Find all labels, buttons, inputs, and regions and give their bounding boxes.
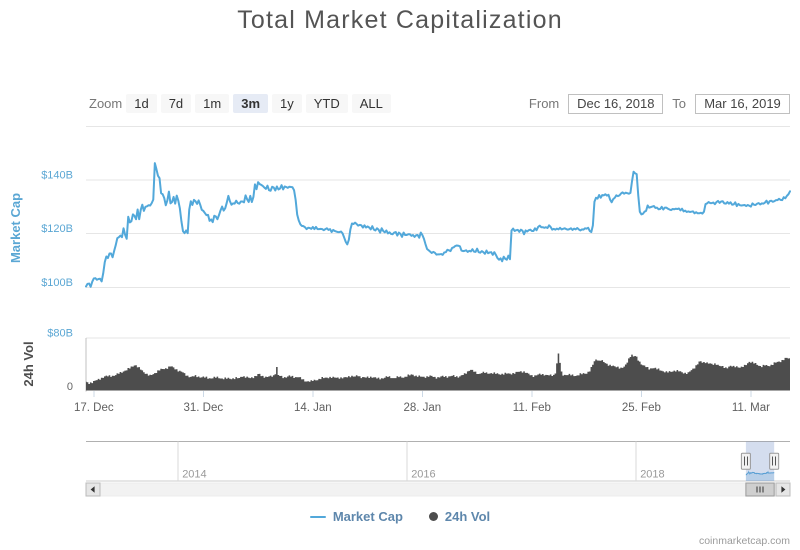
scrollbar-left-button[interactable] — [85, 482, 101, 497]
to-date-input[interactable] — [695, 93, 790, 114]
market-cap-axis-title: Market Cap — [8, 193, 23, 263]
zoom-button-1d[interactable]: 1d — [126, 94, 157, 113]
navigator-right-handle-box[interactable] — [769, 452, 780, 470]
volume-axis-title: 24h Vol — [21, 341, 36, 386]
navigator-year-label-2014: 2014 — [182, 469, 206, 481]
y-axis-label-100: $100B — [41, 277, 73, 289]
scrollbar-track[interactable] — [85, 482, 791, 497]
x-axis-label-28. Jan: 28. Jan — [403, 402, 441, 414]
gridlines — [85, 125, 790, 392]
x-axis-label-11. Feb: 11. Feb — [513, 402, 551, 414]
navigator-right-handle[interactable] — [769, 452, 780, 470]
from-date-input[interactable] — [568, 93, 664, 114]
scrollbar-right-button[interactable] — [775, 482, 791, 497]
x-axis-label-14. Jan: 14. Jan — [294, 402, 332, 414]
legend-label-market-cap: Market Cap — [332, 509, 403, 524]
navigator-left-handle[interactable] — [740, 452, 751, 470]
series — [85, 162, 791, 391]
x-axis-label-11. Mar: 11. Mar — [732, 402, 770, 414]
page-title: Total Market Capitalization — [237, 6, 563, 34]
navigator-year-label-2016: 2016 — [411, 469, 435, 481]
axis-labels: $100B $120B $140B 0 $80B 17. Dec 31. Dec 14. Ja… — [8, 170, 770, 414]
volume-y-axis-label-80: $80B — [47, 328, 73, 340]
zoom-label: Zoom — [89, 96, 123, 111]
volume-y-axis-label-0: 0 — [67, 381, 73, 393]
navigator-series-line — [745, 470, 775, 476]
zoom-button-ytd[interactable]: YTD — [305, 94, 348, 113]
market-cap-series — [85, 162, 791, 288]
market-cap-line-marker-icon — [309, 515, 326, 518]
legend-item-24h-vol[interactable]: 24h Vol — [428, 509, 491, 524]
navigator-left-handle-box[interactable] — [740, 452, 751, 470]
from-label: From — [528, 96, 560, 111]
navigator-year-label-2018: 2018 — [640, 469, 664, 481]
y-axis-label-120: $120B — [41, 223, 73, 235]
zoom-button-1m[interactable]: 1m — [195, 94, 230, 113]
scrollbar-left-button-left-arrow-icon — [90, 486, 95, 493]
scrollbar-right-button-right-arrow-icon — [781, 486, 786, 493]
zoom-button-3m[interactable]: 3m — [233, 94, 269, 113]
zoom-button-7d[interactable]: 7d — [160, 94, 192, 113]
range-selector-date-group: From To — [529, 93, 790, 114]
x-axis-label-25. Feb: 25. Feb — [622, 402, 661, 414]
legend: Market Cap 24h Vol — [0, 509, 800, 524]
scrollbar-thumb[interactable] — [745, 482, 775, 497]
scrollbar — [85, 482, 791, 497]
volume-circle-marker-icon — [428, 512, 438, 521]
to-label: To — [672, 96, 686, 111]
range-selector-zoom-group: Zoom 1d 7d 1m 3m 1y YTD ALL — [89, 94, 395, 113]
legend-label-24h-vol: 24h Vol — [444, 509, 491, 524]
watermark: coinmarketcap.com — [698, 535, 790, 547]
navigator-series-area — [745, 472, 775, 481]
legend-item-market-cap[interactable]: Market Cap — [309, 509, 403, 524]
zoom-button-all[interactable]: ALL — [351, 94, 391, 113]
zoom-button-1y[interactable]: 1y — [272, 94, 302, 113]
x-axis-label-17. Dec: 17. Dec — [74, 402, 114, 414]
navigator: 2014 2016 2018 — [86, 441, 790, 482]
y-axis-label-140: $140B — [41, 170, 73, 182]
volume-series — [86, 353, 790, 391]
x-axis-label-31. Dec: 31. Dec — [184, 402, 224, 414]
